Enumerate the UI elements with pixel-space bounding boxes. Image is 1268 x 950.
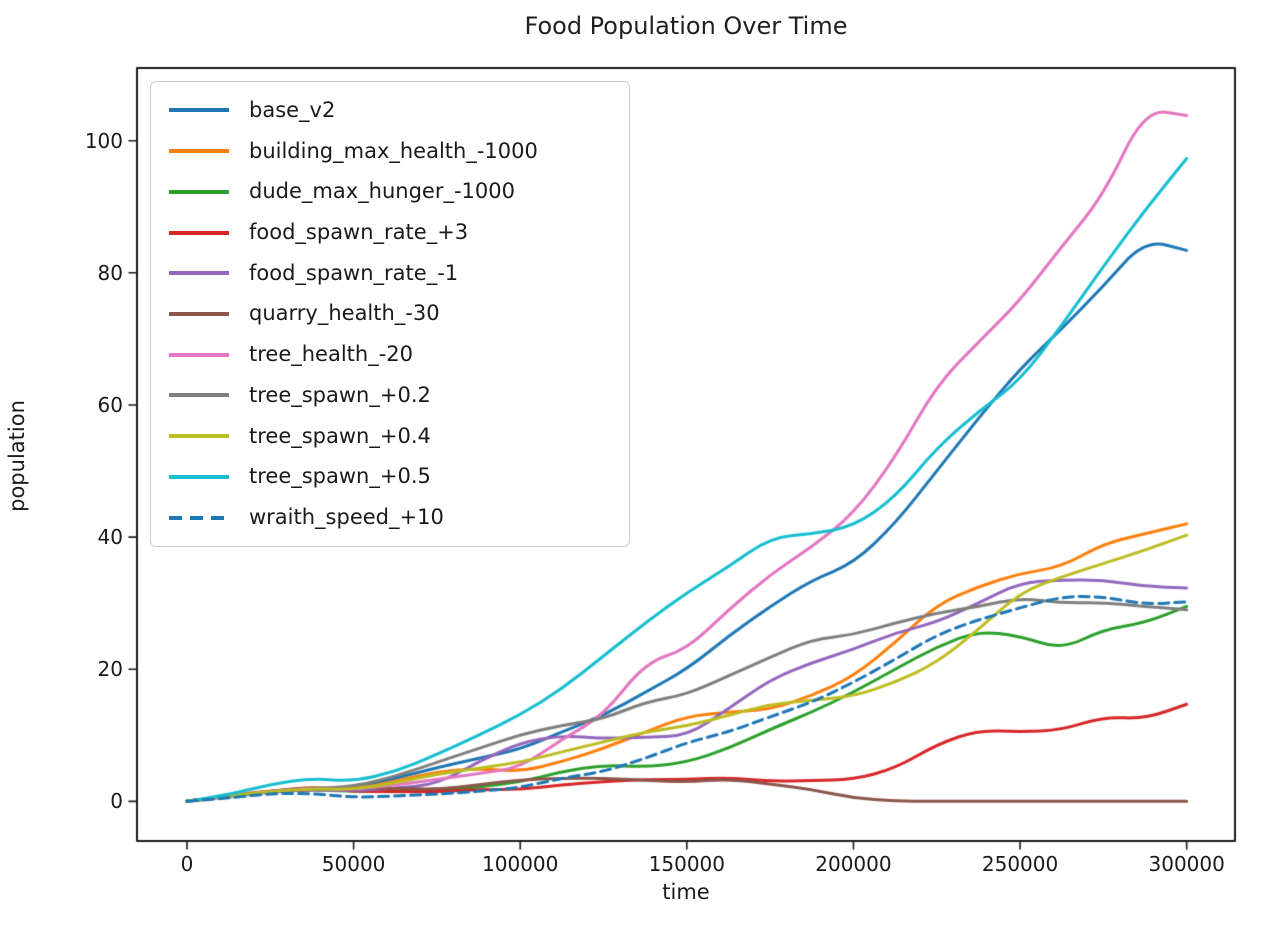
legend-item: tree_spawn_+0.2	[167, 382, 619, 407]
legend-item: food_spawn_rate_-1	[167, 260, 619, 285]
x-tick-label: 0	[180, 852, 194, 876]
y-tick-label: 0	[110, 789, 123, 814]
legend-label: tree_spawn_+0.5	[249, 464, 431, 489]
y-axis-label: population	[5, 400, 29, 512]
legend-line-swatch	[169, 434, 229, 439]
legend-label: base_v2	[249, 97, 336, 122]
legend-line-swatch	[169, 271, 229, 276]
legend-line-swatch	[169, 108, 229, 113]
y-tick-label: 100	[84, 128, 123, 153]
x-tick-label: 200000	[815, 852, 892, 876]
legend-line-swatch	[169, 311, 229, 316]
x-axis-label: time	[662, 880, 710, 904]
y-tick-label: 20	[97, 657, 123, 682]
legend-item: tree_health_-20	[167, 344, 619, 365]
x-tick-label: 100000	[482, 852, 559, 876]
y-tick-label: 60	[97, 392, 123, 417]
legend-item: dude_max_hunger_-1000	[167, 181, 619, 202]
legend-line-swatch	[169, 393, 229, 398]
legend-item: base_v2	[167, 97, 619, 122]
legend-label: food_spawn_rate_-1	[249, 260, 459, 285]
y-tick-label: 80	[97, 260, 123, 285]
page-title: Food Population Over Time	[524, 12, 848, 40]
legend-line-swatch	[169, 149, 229, 154]
legend-label: building_max_health_-1000	[249, 138, 538, 163]
legend-label: dude_max_hunger_-1000	[249, 179, 515, 204]
legend-item: quarry_health_-30	[167, 303, 619, 324]
legend: base_v2 building_max_health_-1000 dude_max…	[150, 81, 630, 547]
legend-label: quarry_health_-30	[249, 301, 440, 326]
x-tick-label: 50000	[321, 852, 386, 876]
legend-label: wraith_speed_+10	[249, 505, 444, 530]
legend-item: tree_spawn_+0.5	[167, 466, 619, 487]
x-tick-label: 150000	[648, 852, 726, 876]
legend-label: tree_spawn_+0.4	[249, 423, 431, 448]
legend-line-swatch	[169, 515, 229, 520]
y-tick-label: 40	[97, 525, 123, 550]
legend-item: tree_spawn_+0.4	[167, 423, 619, 448]
x-tick-label: 250000	[981, 852, 1059, 876]
x-tick-label: 300000	[1148, 852, 1225, 876]
legend-item: food_spawn_rate_+3	[167, 222, 619, 243]
legend-label: food_spawn_rate_+3	[249, 220, 469, 245]
legend-label: tree_health_-20	[249, 342, 414, 367]
legend-item: wraith_speed_+10	[167, 507, 619, 528]
legend-item: building_max_health_-1000	[167, 138, 619, 163]
legend-line-swatch	[169, 352, 229, 357]
legend-line-swatch	[169, 230, 229, 235]
legend-line-swatch	[169, 189, 229, 194]
legend-label: tree_spawn_+0.2	[249, 382, 431, 407]
legend-line-swatch	[169, 474, 229, 479]
